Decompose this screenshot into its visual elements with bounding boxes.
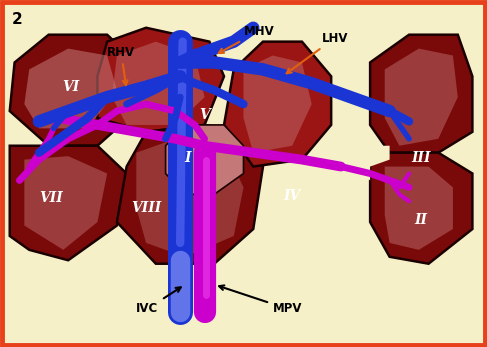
Polygon shape xyxy=(385,167,453,250)
Polygon shape xyxy=(385,49,458,146)
Text: IV: IV xyxy=(283,189,301,203)
Polygon shape xyxy=(10,146,127,260)
Polygon shape xyxy=(224,42,331,167)
Text: IVC: IVC xyxy=(136,287,181,315)
Polygon shape xyxy=(370,35,472,153)
Text: VIII: VIII xyxy=(131,201,161,215)
Polygon shape xyxy=(24,156,107,250)
Polygon shape xyxy=(136,139,244,257)
Polygon shape xyxy=(117,125,263,264)
Polygon shape xyxy=(97,28,224,132)
Text: I: I xyxy=(184,151,191,165)
Text: 2: 2 xyxy=(12,12,23,27)
Text: MPV: MPV xyxy=(219,285,302,315)
Text: MHV: MHV xyxy=(219,25,274,53)
Text: II: II xyxy=(415,213,428,227)
Polygon shape xyxy=(370,153,472,264)
Text: III: III xyxy=(412,151,431,165)
Polygon shape xyxy=(351,146,390,180)
Polygon shape xyxy=(112,42,205,125)
Text: V: V xyxy=(199,108,210,121)
Text: VI: VI xyxy=(62,80,79,94)
Text: VII: VII xyxy=(39,191,63,205)
Text: RHV: RHV xyxy=(107,45,135,85)
Polygon shape xyxy=(166,125,244,194)
Polygon shape xyxy=(244,56,312,153)
Text: LHV: LHV xyxy=(286,32,348,73)
Polygon shape xyxy=(10,35,136,146)
Polygon shape xyxy=(24,49,117,128)
